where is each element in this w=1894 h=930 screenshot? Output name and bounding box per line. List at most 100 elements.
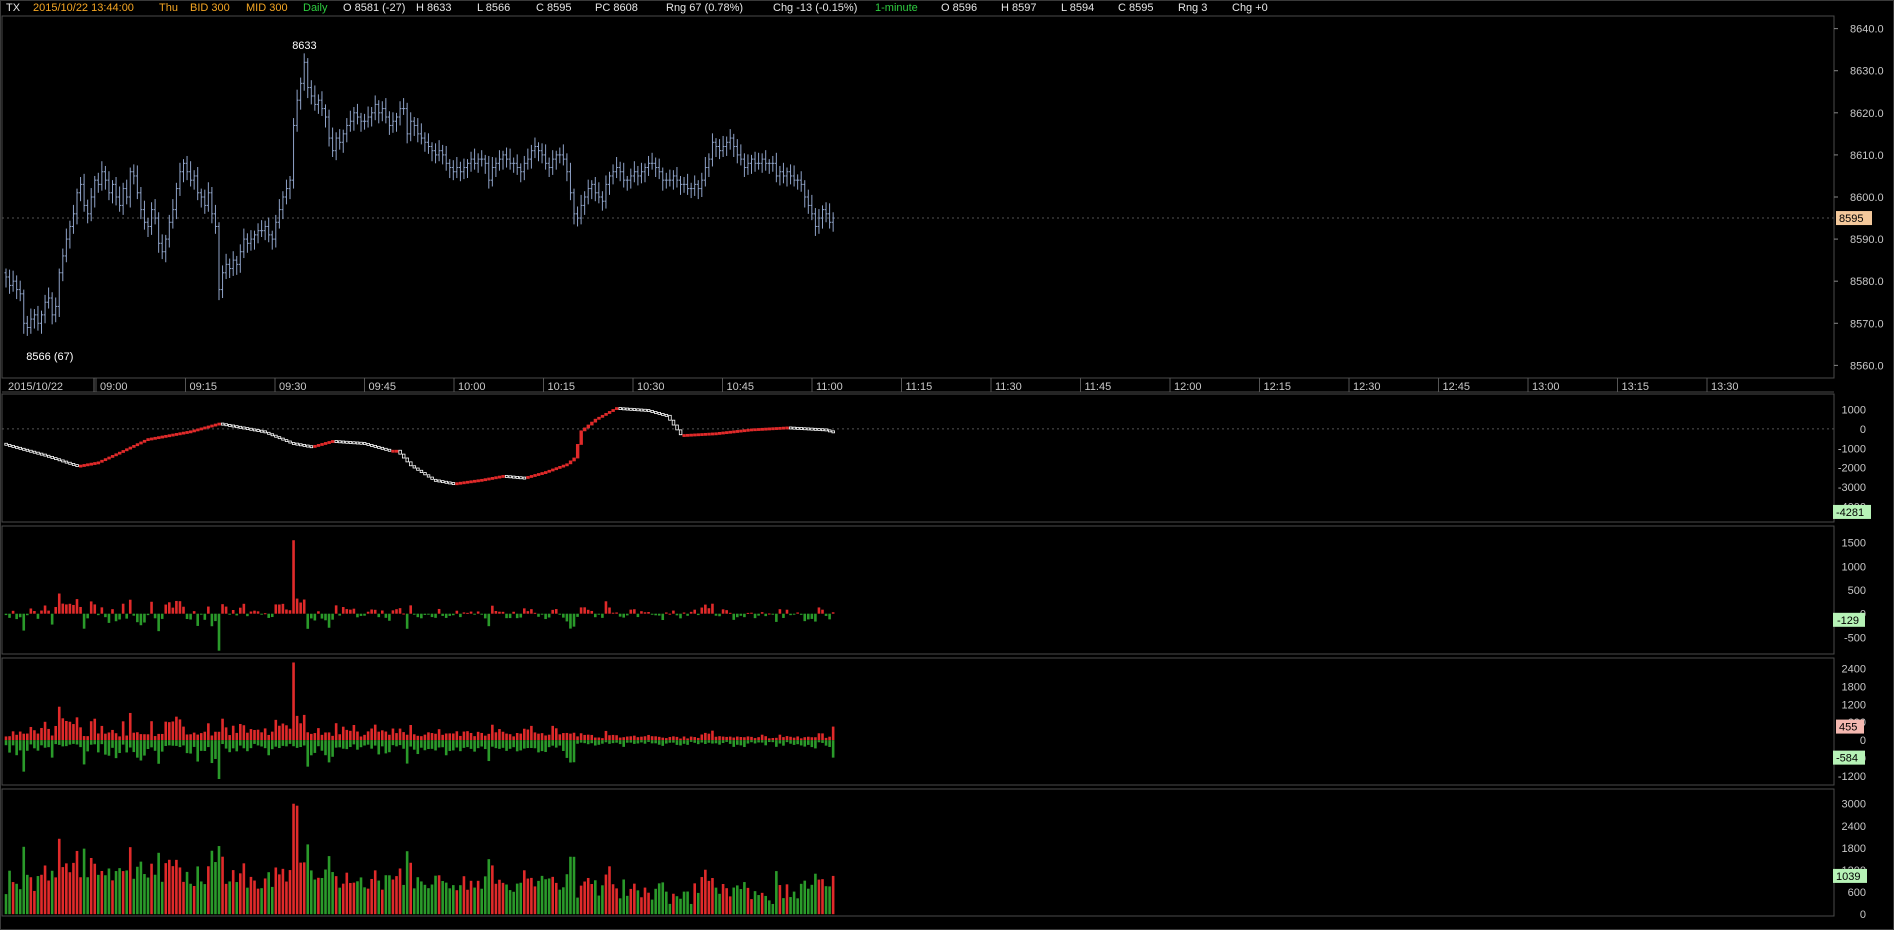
sell-bar: [462, 740, 466, 748]
delta-bar: [111, 609, 114, 614]
volume-bar: [239, 873, 242, 915]
period-daily-label: Daily: [303, 2, 328, 14]
price-bar: [189, 161, 193, 187]
buy-bar: [537, 733, 540, 741]
price-bar: [316, 94, 320, 114]
cumulative-candle: [4, 442, 8, 446]
sell-bar: [363, 740, 366, 746]
volume-last-label-bg: [1833, 868, 1867, 883]
volume-bar: [267, 872, 270, 915]
sell-bar: [831, 740, 835, 758]
price-bar: [455, 157, 459, 179]
cumulative-candle: [568, 460, 573, 465]
sell-bar: [682, 740, 686, 744]
sell-bar: [278, 740, 281, 749]
price-axis-label: 8640.0: [1850, 24, 1884, 36]
price-bar: [781, 162, 785, 184]
price-bar: [774, 152, 778, 183]
panel-frame-2: [1, 393, 1835, 523]
buy-bar: [661, 737, 665, 741]
sell-bar: [711, 740, 714, 744]
delta-bar: [576, 613, 579, 617]
price-bar: [160, 234, 164, 260]
cumulative-candle: [671, 419, 676, 426]
sell-bar: [121, 740, 125, 745]
sell-bar: [487, 740, 491, 762]
sell-bar: [661, 740, 665, 746]
volume-bar: [799, 883, 803, 915]
sell-bar: [40, 740, 43, 746]
delta-bar: [540, 613, 544, 615]
price-bar: [732, 133, 736, 158]
sell-bar: [618, 740, 622, 745]
delta-bar: [590, 610, 594, 614]
buy-bar: [349, 730, 352, 741]
price-bar: [434, 143, 438, 164]
volume-bar: [288, 870, 292, 915]
sell-bar: [388, 740, 391, 753]
buy-bar: [324, 732, 327, 741]
time-axis-label: 09:45: [369, 381, 397, 393]
buy-bar: [164, 721, 168, 741]
price-bar: [89, 188, 93, 222]
volume-bar: [132, 878, 136, 915]
delta-bar: [327, 613, 331, 628]
buy-bar: [459, 735, 462, 741]
volume-bar: [306, 844, 310, 915]
volume-bar: [203, 884, 207, 915]
delta-bar: [175, 600, 178, 614]
sell-bar: [313, 740, 317, 753]
price-bar: [639, 162, 643, 184]
bar-low: L 8594: [1061, 2, 1095, 14]
cumulative-candle: [604, 412, 608, 416]
cumulative-candle: [725, 431, 729, 435]
time-axis-label: 13:15: [1622, 381, 1650, 393]
volume-bar: [409, 862, 412, 915]
price-bar: [295, 89, 299, 132]
mid-label: MID 300: [246, 2, 288, 14]
volume-bar: [11, 882, 15, 915]
volume-bar: [121, 871, 125, 915]
delta-bar: [331, 613, 334, 620]
sell-bar: [672, 740, 675, 743]
delta-bar: [498, 611, 501, 614]
delta-bar: [214, 613, 217, 622]
buy-bar: [82, 736, 86, 741]
delta-bar: [54, 607, 57, 614]
volume-bar: [4, 894, 8, 915]
cumulative-candle: [338, 440, 342, 444]
price-bar: [764, 150, 768, 171]
sell-bar: [476, 740, 480, 749]
price-bar: [345, 118, 349, 143]
volume-bar: [643, 887, 647, 915]
delta-bar: [455, 610, 459, 614]
price-bar: [480, 150, 484, 167]
cumulative-candle: [504, 475, 509, 478]
price-bar: [178, 162, 182, 196]
price-bar: [441, 144, 445, 165]
sell-bar: [760, 740, 764, 743]
sell-bar: [686, 740, 689, 745]
delta-bar: [412, 613, 416, 615]
price-axis-label: 8580.0: [1850, 276, 1884, 288]
delta-bar: [278, 604, 281, 614]
price-bar: [96, 172, 100, 193]
cumulative-candle: [93, 462, 97, 465]
volume-bar: [696, 892, 700, 915]
cumulative-candle: [18, 446, 22, 450]
volume-bar: [771, 903, 775, 915]
delta-bar: [356, 613, 359, 618]
delta-bar: [246, 613, 249, 617]
cumulative-candle: [345, 440, 349, 444]
price-bar: [43, 294, 47, 324]
cumulative-candle: [739, 429, 743, 433]
datetime-label: 2015/10/22 13:44:00: [33, 2, 134, 14]
volume-bar: [807, 888, 810, 915]
delta-bar: [270, 613, 274, 618]
buy-bar: [327, 732, 331, 741]
sell-bar: [785, 740, 789, 743]
delta-bar: [654, 613, 657, 616]
buy-bar: [636, 737, 640, 741]
delta-bar: [388, 613, 391, 621]
